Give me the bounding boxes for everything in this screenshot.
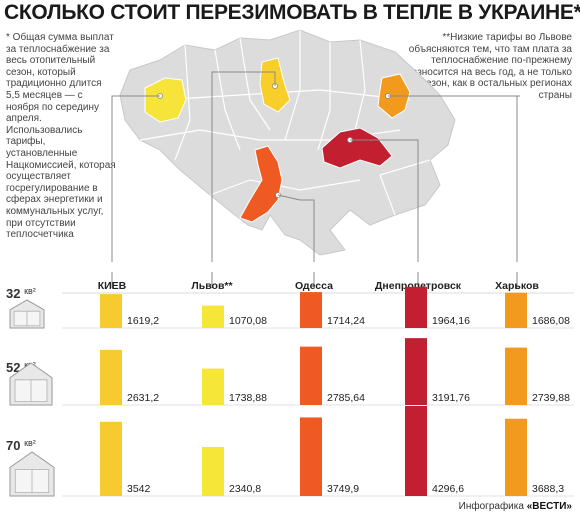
- bar-lviv-32: [202, 305, 224, 328]
- leader-line-lviv: [211, 71, 276, 262]
- column-header-kyiv: КИЕВ: [98, 280, 127, 292]
- bar-odesa-52: [300, 346, 322, 405]
- bar-lviv-52: [202, 368, 224, 405]
- column-header-kharkiv: Харьков: [495, 280, 539, 292]
- credit: Инфографика «ВЕСТИ»: [459, 501, 572, 512]
- value-label-kharkiv-70: 3688,3: [532, 483, 564, 495]
- bar-lviv-70: [202, 446, 224, 496]
- value-label-kharkiv-52: 2739,88: [532, 392, 570, 404]
- leader-line-kharkiv: [388, 95, 520, 262]
- bar-kharkiv-70: [505, 418, 527, 496]
- footnote-left: * Общая сумма выплат за теплоснабжение з…: [6, 32, 116, 241]
- column-header-dnipro: Днепропетровск: [375, 280, 462, 292]
- footnote-right: **Низкие тарифы во Львове объясняются те…: [400, 32, 572, 101]
- value-label-kyiv-70: 3542: [127, 483, 151, 495]
- row-label-70: 70 кв²: [6, 438, 36, 453]
- region-odesa: [239, 145, 283, 223]
- bar-kyiv-70: [100, 421, 122, 496]
- bar-odesa-70: [300, 417, 322, 496]
- region-dnipro: [321, 127, 393, 169]
- column-header-odesa: Одесса: [295, 280, 333, 292]
- house-icon-52: [9, 362, 53, 406]
- value-label-odesa-32: 1714,24: [327, 315, 365, 327]
- value-label-odesa-70: 3749,9: [327, 483, 359, 495]
- value-label-kyiv-52: 2631,2: [127, 392, 159, 404]
- house-icon-32: [9, 299, 45, 329]
- region-border: [284, 30, 301, 141]
- value-label-dnipro-52: 3191,76: [432, 392, 470, 404]
- region-border: [354, 39, 366, 131]
- leader-line-kyiv: [111, 95, 160, 262]
- value-label-odesa-52: 2785,64: [327, 392, 365, 404]
- map-outline: [119, 29, 456, 256]
- leader-line-dnipro: [350, 139, 419, 262]
- region-border: [239, 37, 271, 131]
- bar-dnipro-52: [405, 338, 427, 405]
- bar-dnipro-70: [405, 406, 427, 496]
- bar-odesa-32: [300, 292, 322, 328]
- row-label-32: 32 кв²: [6, 286, 36, 301]
- leader-line-odesa: [277, 194, 315, 262]
- value-label-kharkiv-32: 1686,08: [532, 315, 570, 327]
- bar-dnipro-32: [405, 286, 427, 328]
- value-label-lviv-32: 1070,08: [229, 315, 267, 327]
- credit-prefix: Инфографика: [458, 501, 527, 512]
- bar-kyiv-32: [100, 294, 122, 328]
- region-border: [379, 159, 431, 216]
- region-border: [317, 42, 331, 151]
- chart-title: СКОЛЬКО СТОИТ ПЕРЕЗИМОВАТЬ В ТЕПЛЕ В УКР…: [4, 1, 580, 24]
- region-lviv: [144, 77, 187, 123]
- region-border: [174, 44, 191, 161]
- bar-kharkiv-32: [505, 292, 527, 328]
- value-label-dnipro-32: 1964,16: [432, 315, 470, 327]
- credit-brand: «ВЕСТИ»: [526, 501, 572, 512]
- house-icon-70: [9, 451, 55, 497]
- bar-kyiv-52: [100, 349, 122, 405]
- value-label-lviv-70: 2340,8: [229, 483, 261, 495]
- bar-kharkiv-52: [505, 347, 527, 405]
- value-label-kyiv-32: 1619,2: [127, 315, 159, 327]
- region-border: [214, 49, 241, 151]
- value-label-lviv-52: 1738,88: [229, 392, 267, 404]
- column-header-lviv: Львов**: [191, 280, 233, 292]
- value-label-dnipro-70: 4296,6: [432, 483, 464, 495]
